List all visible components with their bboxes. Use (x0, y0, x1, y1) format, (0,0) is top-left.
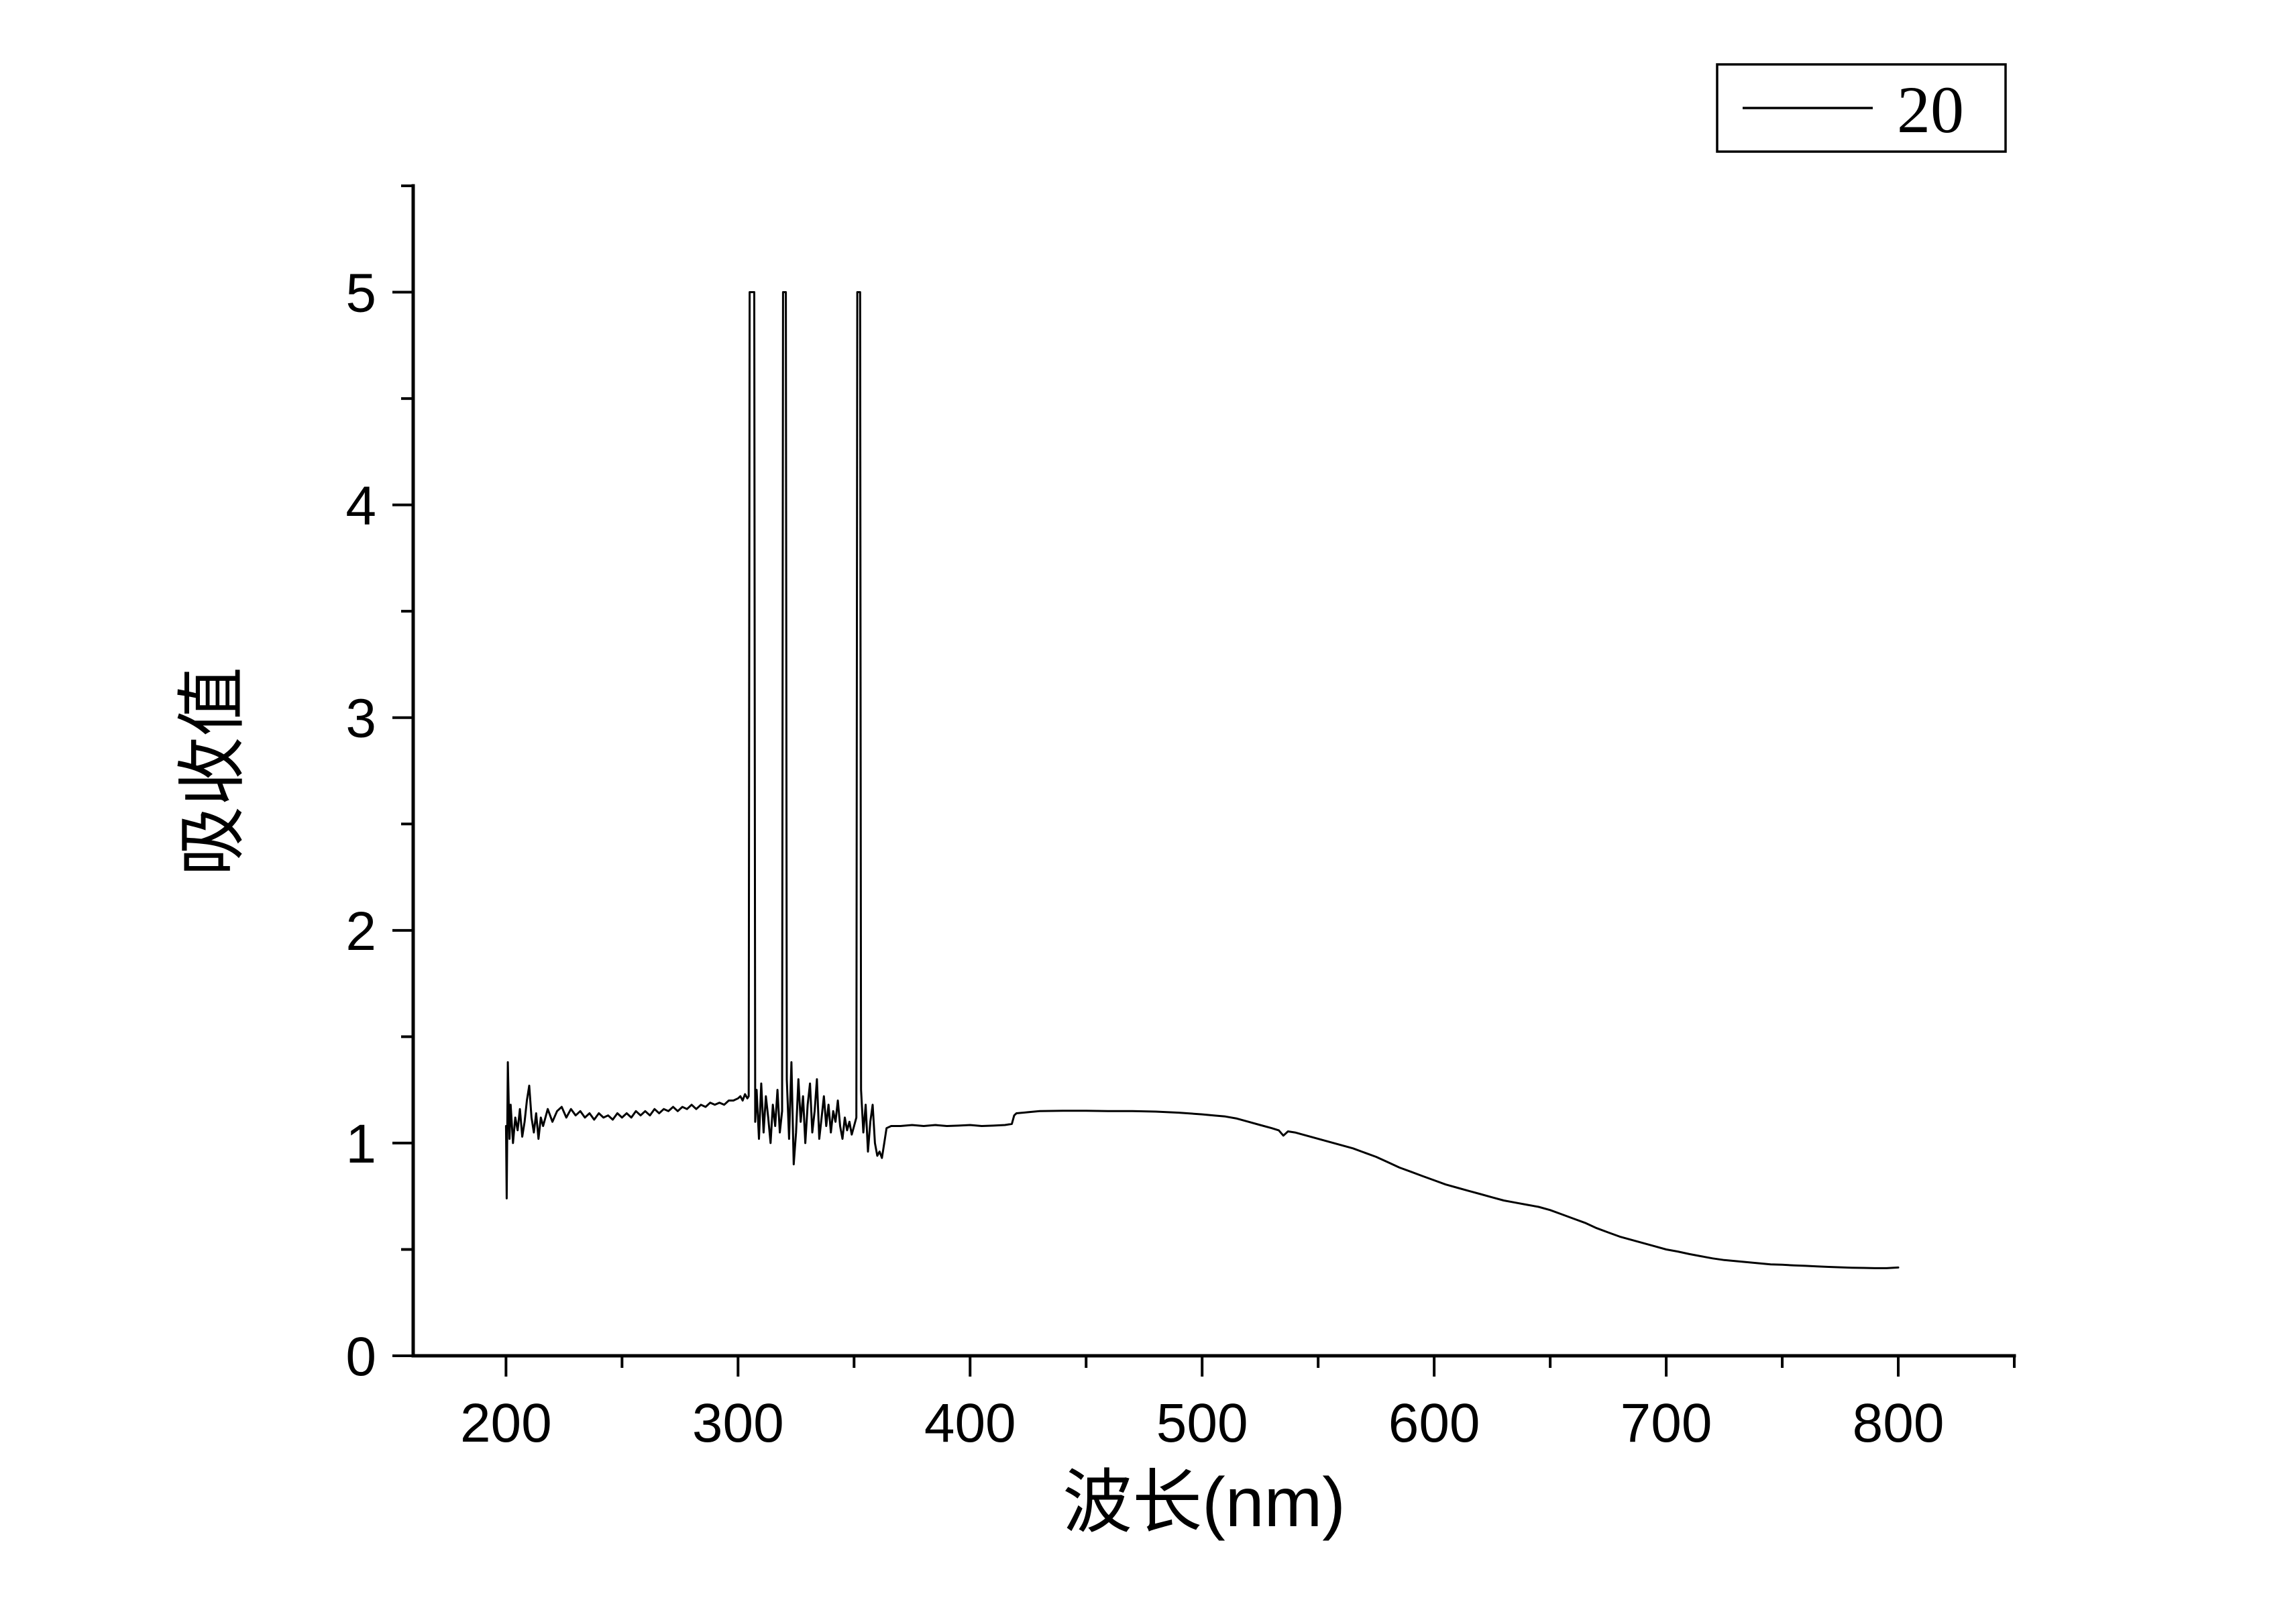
axes: 200 300 400 500 600 700 800 0 1 2 3 4 5 (345, 184, 2016, 1454)
x-tick-label: 500 (1156, 1393, 1248, 1454)
legend-label: 20 (1897, 72, 1964, 147)
series-line (504, 291, 1900, 1269)
x-tick-label: 300 (692, 1393, 784, 1454)
y-tick-label: 4 (345, 476, 376, 537)
y-tick-label: 1 (345, 1114, 376, 1175)
x-axis-title: 波长(nm) (1062, 1464, 1346, 1542)
x-tick-label: 400 (924, 1393, 1016, 1454)
legend: 20 (1716, 63, 2007, 153)
y-tick-label: 3 (345, 688, 376, 749)
data-curve (504, 291, 1900, 1269)
x-tick-label: 200 (460, 1393, 552, 1454)
y-axis-title: 吸收值 (174, 667, 252, 876)
y-tick-label: 0 (345, 1326, 376, 1387)
x-tick-label: 700 (1621, 1393, 1712, 1454)
x-tick-label: 600 (1388, 1393, 1480, 1454)
y-tick-label: 5 (345, 263, 376, 324)
y-tick-label: 2 (345, 901, 376, 962)
x-tick-label: 800 (1853, 1393, 1945, 1454)
